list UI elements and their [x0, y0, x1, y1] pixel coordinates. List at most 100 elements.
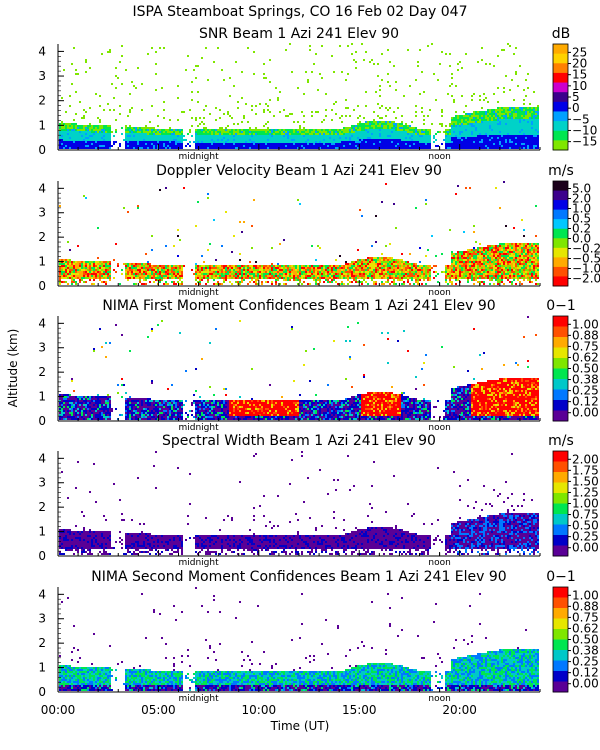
colorbar-swatch	[553, 400, 568, 411]
colorbar-tick-label: 0.38	[572, 644, 599, 658]
colorbar-swatch	[553, 266, 568, 277]
colorbar-swatch	[553, 660, 568, 672]
colorbar-units: dB	[552, 26, 571, 42]
colorbar-swatch	[553, 238, 568, 249]
y-tick-label: 2	[38, 500, 46, 514]
y-tick-label: 2	[38, 636, 46, 650]
panel-title: Spectral Width Beam 1 Azi 241 Elev 90	[162, 433, 436, 449]
echo-cells	[59, 43, 539, 149]
colorbar-units: 0−1	[546, 298, 576, 314]
colorbar-tick-label: −1.0	[572, 262, 600, 276]
y-tick-label: 2	[38, 365, 46, 379]
colorbar-tick-label: 0.00	[572, 541, 599, 555]
echo-cells	[59, 587, 539, 691]
colorbar-swatch	[553, 650, 568, 661]
colorbar-swatch	[553, 587, 568, 598]
colorbar-units: m/s	[548, 433, 574, 449]
colorbar-tick-label: 0.25	[572, 384, 599, 398]
colorbar-tick-label: 0.88	[572, 328, 599, 342]
colorbar-swatch	[553, 337, 568, 348]
colorbar-swatch	[553, 190, 568, 201]
colorbar-tick-label: 0.0	[572, 232, 591, 246]
colorbar-tick-label: −10	[572, 123, 597, 137]
colorbar-tick-label: 0.2	[572, 222, 591, 236]
colorbar-swatch	[553, 482, 568, 494]
y-tick-label: 4	[38, 451, 46, 465]
y-tick-label: 3	[38, 341, 46, 355]
colorbar-swatch	[553, 200, 568, 211]
y-tick-label: 0	[38, 279, 46, 293]
noon-marker: noon	[428, 152, 450, 162]
panel-5: NIMA Second Moment Confidences Beam 1 Az…	[38, 569, 598, 704]
colorbar-tick-label: 1.75	[572, 463, 599, 477]
colorbar-swatch	[553, 608, 568, 619]
colorbar-swatch	[553, 181, 568, 192]
colorbar-tick-label: 0.50	[572, 362, 599, 376]
colorbar-tick-label: 0.00	[572, 677, 599, 691]
y-tick-label: 4	[38, 181, 46, 195]
noon-marker: noon	[428, 423, 450, 433]
colorbar-swatch	[553, 121, 568, 132]
colorbar-swatch	[553, 326, 568, 338]
y-tick-label: 3	[38, 69, 46, 83]
colorbar-swatch	[553, 389, 568, 401]
colorbar-swatch	[553, 257, 568, 268]
colorbar-swatch	[553, 44, 568, 55]
colorbar-tick-label: 0.25	[572, 655, 599, 669]
colorbar-swatch	[553, 671, 568, 682]
colorbar-tick-label: 0.62	[572, 350, 599, 364]
midnight-marker: midnight	[179, 288, 220, 298]
colorbar-tick-label: −2.0	[572, 272, 600, 286]
colorbar-swatch	[553, 140, 568, 151]
colorbar-swatch	[553, 524, 568, 536]
colorbar-swatch	[553, 101, 568, 112]
colorbar-swatch	[553, 535, 568, 546]
colorbar-swatch	[553, 72, 568, 84]
colorbar-swatch	[553, 410, 568, 422]
colorbar-swatch	[553, 276, 568, 287]
panel-title: Doppler Velocity Beam 1 Azi 241 Elev 90	[156, 163, 442, 179]
colorbar-swatch	[553, 247, 568, 258]
colorbar-tick-label: 0.75	[572, 508, 599, 522]
colorbar-tick-label: 15	[572, 68, 587, 82]
colorbar-swatch	[553, 545, 568, 557]
panel-4: Spectral Width Beam 1 Azi 241 Elev 90 m/s…	[38, 433, 598, 568]
colorbar-swatch	[553, 597, 568, 609]
colorbar-tick-label: 1.00	[572, 588, 599, 602]
colorbar: 1.000.880.750.620.500.380.250.120.00	[552, 315, 599, 422]
colorbar-swatch	[553, 451, 568, 462]
y-tick-label: 1	[38, 118, 46, 132]
colorbar-tick-label: 1.25	[572, 485, 599, 499]
colorbar-tick-label: −15	[572, 135, 597, 149]
colorbar-tick-label: −0.5	[572, 252, 600, 266]
y-tick-label: 0	[38, 549, 46, 563]
y-tick-label: 2	[38, 230, 46, 244]
panel-title: SNR Beam 1 Azi 241 Elev 90	[199, 26, 399, 42]
colorbar-swatch	[553, 681, 568, 693]
colorbar: 5.02.01.00.50.20.0−0.2−0.5−1.0−2.0	[552, 180, 600, 287]
colorbar-tick-label: 2.00	[572, 452, 599, 466]
midnight-marker: midnight	[179, 558, 220, 568]
colorbar-tick-label: 0.25	[572, 530, 599, 544]
midnight-marker: midnight	[179, 694, 220, 704]
colorbar-tick-label: 0.38	[572, 373, 599, 387]
colorbar-tick-label: −5	[572, 112, 590, 126]
colorbar-swatch	[553, 639, 568, 651]
colorbar-tick-label: 0.12	[572, 666, 599, 680]
colorbar-tick-label: 5.0	[572, 182, 591, 196]
colorbar-tick-label: 0.50	[572, 633, 599, 647]
colorbar: 2.001.751.501.251.000.750.500.250.00	[552, 450, 599, 557]
colorbar-tick-label: 0.50	[572, 519, 599, 533]
colorbar-tick-label: 0.88	[572, 599, 599, 613]
colorbar-units: 0−1	[546, 569, 576, 585]
y-tick-label: 0	[38, 143, 46, 157]
y-tick-label: 2	[38, 94, 46, 108]
colorbar-swatch	[553, 53, 568, 64]
y-tick-label: 3	[38, 206, 46, 220]
colorbar-tick-label: 1.00	[572, 497, 599, 511]
colorbar-swatch	[553, 629, 568, 640]
colorbar-tick-label: 5	[572, 90, 580, 104]
y-tick-label: 4	[38, 316, 46, 330]
y-tick-label: 1	[38, 255, 46, 269]
